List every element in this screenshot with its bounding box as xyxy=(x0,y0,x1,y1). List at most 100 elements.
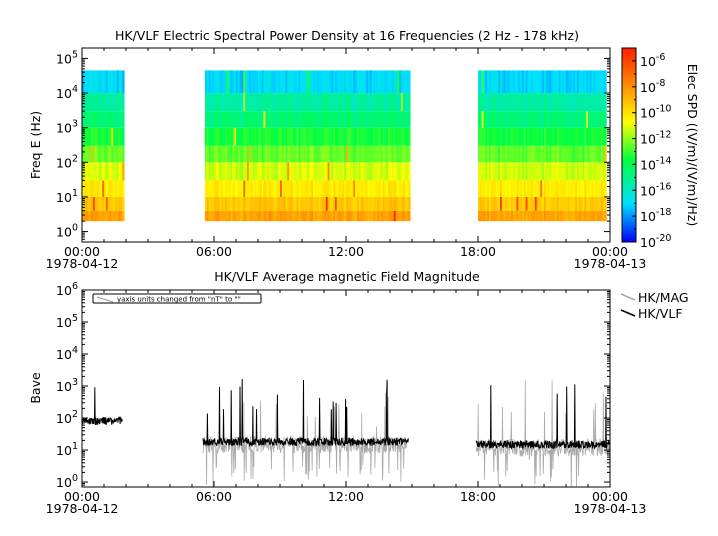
spectrogram-cell xyxy=(545,162,549,181)
spectrogram-cell xyxy=(538,162,541,181)
spectrogram-cell xyxy=(485,210,488,222)
spectrogram-cell xyxy=(247,162,250,181)
spectrogram-cell xyxy=(208,111,211,128)
spectrogram-cell xyxy=(93,210,96,222)
spectrogram-cell xyxy=(347,196,351,211)
spectrogram-cell xyxy=(567,145,571,163)
spectrogram-cell xyxy=(258,196,261,211)
spectrogram-cell xyxy=(481,162,484,181)
spectrogram-cell xyxy=(390,180,393,197)
spectrogram-cell xyxy=(395,196,398,211)
spectrogram-cell xyxy=(122,210,125,222)
spectrogram-cell xyxy=(494,93,497,112)
spectrogram-cell xyxy=(329,196,332,211)
spectrogram-cell xyxy=(243,145,246,163)
spectrogram-cell xyxy=(219,162,222,181)
spectrogram-cell xyxy=(272,180,275,197)
spectrogram-cell xyxy=(243,180,246,197)
spectrogram-cell xyxy=(368,162,371,181)
spectrogram-cell xyxy=(320,93,323,112)
spectrogram-cell xyxy=(492,70,495,94)
spectrogram-cell xyxy=(569,196,572,211)
spectrogram-cell xyxy=(82,93,85,112)
spectrogram-cell xyxy=(397,180,400,197)
spectrogram-cell xyxy=(542,127,545,146)
spectrogram-cell xyxy=(501,196,505,211)
spectrogram-cell xyxy=(318,93,321,112)
magnetic-x-date-label: 1978-04-12 xyxy=(46,501,119,516)
spectrogram-cell xyxy=(256,210,259,222)
spectrogram-cell xyxy=(357,127,360,146)
spectrogram-cell xyxy=(571,111,574,128)
spectrogram-cell xyxy=(408,70,411,94)
spectrogram-cell xyxy=(109,145,112,163)
spectrogram-cell xyxy=(600,127,604,146)
spectrogram-cell xyxy=(355,145,358,163)
spectrogram-cell xyxy=(582,196,585,211)
spectrogram-cell xyxy=(514,93,517,112)
spectrogram-cell xyxy=(280,180,283,197)
spectrogram-cell xyxy=(116,145,120,163)
spectrogram-cell xyxy=(580,93,583,112)
spectrogram-cell xyxy=(118,145,121,163)
spectrogram-cell xyxy=(364,111,367,128)
spectrogram-cell xyxy=(217,127,220,146)
spectrogram-cell xyxy=(575,70,578,94)
spectrogram-cell xyxy=(360,180,363,197)
spectrogram-cell xyxy=(100,127,103,146)
spectrogram-cell xyxy=(259,127,263,146)
spectrogram-cell xyxy=(597,210,600,222)
spectrogram-cell xyxy=(375,145,378,163)
spectrogram-cell xyxy=(380,70,384,94)
spectrogram-cell xyxy=(503,196,506,211)
spectrogram-cell xyxy=(267,145,270,163)
spectrogram-cell xyxy=(94,127,98,146)
spectrogram-cell xyxy=(399,162,402,181)
spectrogram-cell xyxy=(512,162,516,181)
spectrogram-cell xyxy=(588,127,591,146)
spectrogram-cell xyxy=(525,145,528,163)
spectrogram-cell xyxy=(210,145,213,163)
spectrogram-cell xyxy=(483,70,486,94)
spectrogram-cell xyxy=(212,196,215,211)
spectrogram-cell xyxy=(283,210,286,222)
spectrogram-cell xyxy=(300,111,303,128)
spectrogram-cell xyxy=(507,111,510,128)
spectrogram-cell xyxy=(327,210,330,222)
spectrogram-cell xyxy=(481,70,484,94)
spectrogram-cell xyxy=(247,111,250,128)
spectrogram-cell xyxy=(83,145,87,163)
spectrogram-cell xyxy=(401,180,404,197)
spectrogram-cell xyxy=(562,93,565,112)
spectrogram-cell xyxy=(254,196,257,211)
spectrogram-cell xyxy=(294,210,297,222)
colorbar-tick-label: 10-14 xyxy=(640,155,671,172)
spectrogram-y-label: Freq E (Hz) xyxy=(28,111,43,179)
spectrogram-cell xyxy=(362,111,365,128)
spectrogram-cell xyxy=(248,93,252,112)
spectrogram-cell xyxy=(96,127,99,146)
spectrogram-cell xyxy=(292,210,296,222)
spectrogram-cell xyxy=(237,196,241,211)
spectrogram-cell xyxy=(525,196,528,211)
spectrogram-cell xyxy=(386,93,389,112)
spectrogram-cell xyxy=(551,196,554,211)
spectrogram-cell xyxy=(107,93,110,112)
spectrogram-cell xyxy=(514,180,517,197)
spectrogram-cell xyxy=(558,145,561,163)
spectrogram-cell xyxy=(274,111,277,128)
spectrogram-cell xyxy=(373,70,376,94)
spectrogram-cell xyxy=(219,196,222,211)
spectrogram-cell xyxy=(538,111,541,128)
spectrogram-cell xyxy=(265,145,268,163)
spectrogram-cell xyxy=(329,210,332,222)
spectrogram-cell xyxy=(105,196,109,211)
spectrogram-cell xyxy=(564,70,567,94)
spectrogram-cell xyxy=(215,145,219,163)
spectrogram-cell xyxy=(351,70,354,94)
spectrogram-cell xyxy=(338,70,341,94)
spectrogram-cell xyxy=(265,111,268,128)
spectrogram-cell xyxy=(87,70,90,94)
spectrogram-cell xyxy=(214,145,217,163)
